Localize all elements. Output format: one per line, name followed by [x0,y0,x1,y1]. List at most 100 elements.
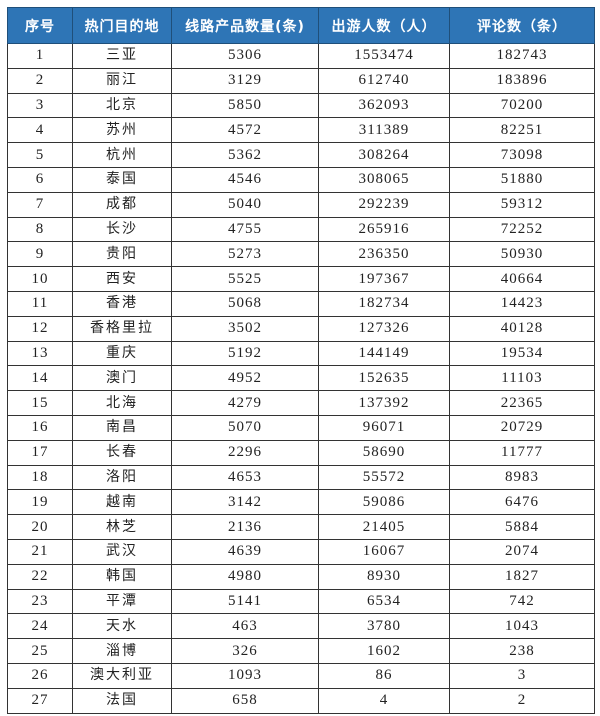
destination-table: 序号 热门目的地 线路产品数量(条) 出游人数（人） 评论数（条） 1 三亚 5306 155… [7,7,595,714]
cell-col-travelers: 152635 [318,365,450,392]
cell-col-product-count: 5362 [171,142,319,168]
table-row: 23 平潭 5141 6534 742 [7,588,595,615]
cell-col-destination: 香格里拉 [72,315,172,342]
cell-col-travelers: 55572 [318,464,450,491]
cell-col-destination: 杭州 [72,142,172,168]
cell-col-index: 9 [7,241,73,268]
table-row: 11 香港 5068 182734 14423 [7,290,595,317]
table-row: 24 天水 463 3780 1043 [7,613,595,640]
cell-col-index: 5 [7,142,73,168]
cell-col-travelers: 96071 [318,414,450,441]
cell-col-index: 24 [7,613,73,640]
cell-col-travelers: 1602 [318,638,450,664]
table-row: 16 南昌 5070 96071 20729 [7,414,595,441]
table-row: 22 韩国 4980 8930 1827 [7,563,595,590]
cell-col-product-count: 4952 [171,365,319,392]
header-col-product-count: 线路产品数量(条) [171,7,319,44]
cell-col-travelers: 236350 [318,241,450,268]
cell-col-reviews: 182743 [449,43,595,69]
cell-col-index: 13 [7,340,73,367]
cell-col-travelers: 1553474 [318,43,450,69]
cell-col-index: 20 [7,514,73,540]
cell-col-index: 3 [7,92,73,119]
cell-col-reviews: 50930 [449,241,595,268]
table-row: 13 重庆 5192 144149 19534 [7,340,595,367]
cell-col-index: 19 [7,489,73,516]
cell-col-destination: 北京 [72,92,172,119]
cell-col-reviews: 2074 [449,538,595,565]
cell-col-destination: 洛阳 [72,464,172,491]
cell-col-travelers: 362093 [318,92,450,119]
cell-col-product-count: 4639 [171,538,319,565]
table-row: 21 武汉 4639 16067 2074 [7,538,595,565]
cell-col-product-count: 326 [171,638,319,664]
cell-col-index: 21 [7,538,73,565]
cell-col-reviews: 40128 [449,315,595,342]
cell-col-destination: 泰国 [72,166,172,193]
cell-col-destination: 天水 [72,613,172,640]
cell-col-reviews: 1043 [449,613,595,640]
table-row: 12 香格里拉 3502 127326 40128 [7,315,595,342]
cell-col-reviews: 19534 [449,340,595,367]
cell-col-product-count: 3142 [171,489,319,516]
table-row: 14 澳门 4952 152635 11103 [7,365,595,392]
table-row: 18 洛阳 4653 55572 8983 [7,464,595,491]
cell-col-destination: 越南 [72,489,172,516]
cell-col-index: 17 [7,439,73,466]
table-row: 10 西安 5525 197367 40664 [7,266,595,292]
cell-col-reviews: 11103 [449,365,595,392]
cell-col-travelers: 21405 [318,514,450,540]
cell-col-destination: 长春 [72,439,172,466]
table-row: 8 长沙 4755 265916 72252 [7,216,595,243]
table-row: 6 泰国 4546 308065 51880 [7,166,595,193]
cell-col-index: 8 [7,216,73,243]
cell-col-reviews: 70200 [449,92,595,119]
cell-col-destination: 平潭 [72,588,172,615]
table-row: 7 成都 5040 292239 59312 [7,191,595,218]
cell-col-reviews: 11777 [449,439,595,466]
cell-col-reviews: 72252 [449,216,595,243]
cell-col-product-count: 4572 [171,117,319,144]
cell-col-travelers: 8930 [318,563,450,590]
cell-col-reviews: 82251 [449,117,595,144]
cell-col-destination: 三亚 [72,43,172,69]
cell-col-product-count: 2296 [171,439,319,466]
cell-col-product-count: 463 [171,613,319,640]
cell-col-reviews: 2 [449,687,595,714]
table-row: 5 杭州 5362 308264 73098 [7,142,595,168]
cell-col-reviews: 6476 [449,489,595,516]
cell-col-index: 2 [7,67,73,94]
table-row: 20 林芝 2136 21405 5884 [7,514,595,540]
cell-col-travelers: 612740 [318,67,450,94]
header-col-travelers: 出游人数（人） [318,7,450,44]
cell-col-index: 15 [7,390,73,416]
cell-col-reviews: 20729 [449,414,595,441]
header-col-reviews: 评论数（条） [449,7,595,44]
cell-col-index: 10 [7,266,73,292]
cell-col-index: 25 [7,638,73,664]
cell-col-travelers: 265916 [318,216,450,243]
table-row: 17 长春 2296 58690 11777 [7,439,595,466]
cell-col-destination: 韩国 [72,563,172,590]
cell-col-reviews: 238 [449,638,595,664]
table-row: 4 苏州 4572 311389 82251 [7,117,595,144]
cell-col-product-count: 5192 [171,340,319,367]
cell-col-product-count: 4653 [171,464,319,491]
cell-col-travelers: 308264 [318,142,450,168]
cell-col-travelers: 292239 [318,191,450,218]
cell-col-index: 11 [7,290,73,317]
cell-col-travelers: 59086 [318,489,450,516]
cell-col-index: 12 [7,315,73,342]
table-row: 25 淄博 326 1602 238 [7,638,595,664]
cell-col-reviews: 742 [449,588,595,615]
cell-col-index: 4 [7,117,73,144]
cell-col-travelers: 86 [318,662,450,689]
cell-col-travelers: 127326 [318,315,450,342]
cell-col-destination: 贵阳 [72,241,172,268]
cell-col-travelers: 144149 [318,340,450,367]
cell-col-reviews: 183896 [449,67,595,94]
cell-col-destination: 香港 [72,290,172,317]
cell-col-product-count: 5850 [171,92,319,119]
cell-col-destination: 重庆 [72,340,172,367]
cell-col-index: 18 [7,464,73,491]
